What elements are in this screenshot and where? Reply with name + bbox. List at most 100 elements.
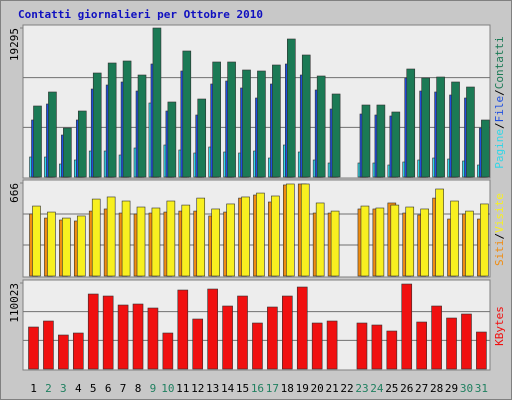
bar <box>451 81 460 178</box>
bar <box>330 210 340 277</box>
x-tick-label: 7 <box>120 382 127 395</box>
bar <box>286 183 295 277</box>
x-tick-label: 28 <box>430 382 443 395</box>
bar <box>211 208 220 277</box>
legend-entry: Pagine <box>493 129 506 169</box>
x-tick-label: 14 <box>221 382 235 395</box>
x-tick-label: 9 <box>150 382 157 395</box>
bar <box>272 64 281 178</box>
bar <box>267 306 278 370</box>
bar <box>177 289 189 370</box>
bar <box>376 104 386 178</box>
bar <box>435 188 444 277</box>
bar <box>212 61 221 178</box>
bar <box>296 286 308 370</box>
x-tick-label: 30 <box>460 382 473 395</box>
legend-entry: Siti <box>493 239 506 266</box>
x-tick-label: 12 <box>191 382 204 395</box>
bar <box>33 105 42 178</box>
x-tick-label: 6 <box>105 382 112 395</box>
bar <box>122 60 132 178</box>
bar <box>315 202 325 277</box>
x-tick-label: 19 <box>296 382 309 395</box>
bar <box>43 320 54 370</box>
bar <box>271 195 280 277</box>
legend-entry: Visite <box>493 193 506 233</box>
bar <box>167 101 177 178</box>
bar <box>242 69 251 178</box>
legend-separator: / <box>493 233 506 240</box>
bar <box>420 208 429 277</box>
x-tick-label: 26 <box>400 382 413 395</box>
bar <box>257 70 266 178</box>
legend-entry: File <box>493 96 506 123</box>
bar <box>436 76 445 178</box>
x-tick-label: 23 <box>355 382 368 395</box>
bar <box>226 203 235 277</box>
x-tick-label: 1 <box>30 382 37 395</box>
x-tick-label: 21 <box>325 382 338 395</box>
x-tick-label: 22 <box>340 382 353 395</box>
bar <box>72 332 84 370</box>
bar <box>92 72 102 178</box>
bar <box>77 110 87 178</box>
legend: Siti/Visite <box>493 193 506 266</box>
bar <box>371 324 383 370</box>
x-tick-label: 25 <box>385 382 398 395</box>
y-tick-label: 110023 <box>8 283 21 323</box>
x-tick-label: 5 <box>90 382 97 395</box>
bar <box>107 62 117 178</box>
bar <box>152 27 162 178</box>
bar <box>431 305 442 370</box>
bar <box>162 332 174 370</box>
bar <box>386 330 398 370</box>
x-tick-label: 4 <box>75 382 82 395</box>
bar <box>137 74 147 178</box>
bar <box>151 207 161 277</box>
legend-separator: / <box>493 122 506 129</box>
bar <box>87 293 99 370</box>
bar <box>406 68 416 178</box>
bar <box>181 204 191 277</box>
bar <box>47 211 56 277</box>
bar <box>252 322 263 370</box>
bar <box>76 215 86 277</box>
bar <box>405 206 415 277</box>
bar <box>331 93 341 178</box>
x-tick-label: 31 <box>475 382 488 395</box>
bar <box>356 322 368 370</box>
bar <box>361 104 371 178</box>
bar <box>301 54 311 178</box>
bar <box>106 196 116 277</box>
x-tick-label: 11 <box>176 382 189 395</box>
bar <box>316 75 326 178</box>
bar <box>197 98 207 178</box>
bar <box>360 205 370 277</box>
bar <box>300 183 310 277</box>
bar <box>476 331 487 370</box>
y-tick-label: 666 <box>8 183 21 203</box>
bar <box>147 307 159 370</box>
bar <box>390 204 400 277</box>
bar <box>466 86 475 178</box>
x-tick-label: 20 <box>311 382 324 395</box>
bar <box>450 200 459 277</box>
bar <box>461 313 472 370</box>
y-tick-label: 19295 <box>8 28 21 61</box>
x-tick-label: 10 <box>161 382 174 395</box>
bar <box>222 305 233 370</box>
bar <box>480 203 489 277</box>
bar <box>256 192 265 277</box>
bar <box>465 210 474 277</box>
legend: Pagine/File/Contatti <box>493 36 506 168</box>
bar <box>207 288 218 370</box>
bar <box>121 200 131 277</box>
bar <box>446 317 457 370</box>
bar <box>91 198 101 277</box>
x-tick-label: 17 <box>266 382 279 395</box>
x-tick-label: 8 <box>135 382 142 395</box>
bar <box>196 197 206 277</box>
bar <box>58 334 69 370</box>
bar <box>63 127 72 178</box>
